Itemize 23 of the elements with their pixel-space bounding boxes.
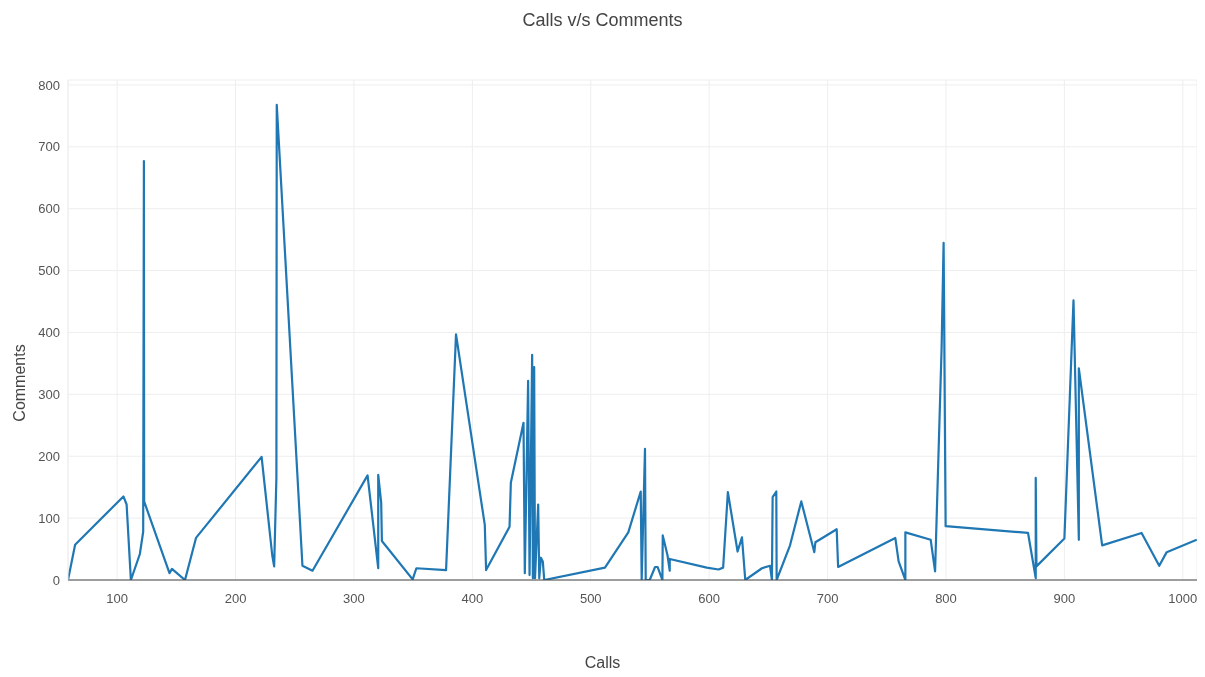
y-tick-label: 300 [38,386,60,402]
y-tick-label: 600 [38,201,60,217]
line-series [68,103,1197,580]
y-tick-label: 200 [38,448,60,464]
x-tick-label: 700 [816,591,839,607]
x-tick-label: 800 [935,591,957,607]
y-axis-title: Comments [11,344,29,422]
x-tick-label: 500 [579,591,602,607]
x-tick-label: 200 [224,591,247,607]
x-tick-label: 900 [1053,591,1076,607]
x-tick-label: 300 [343,591,365,607]
y-tick-label: 400 [38,325,60,341]
x-tick-label: 600 [698,591,721,607]
x-tick-label: 1000 [1168,591,1198,607]
y-tick-label: 700 [38,139,60,155]
y-tick-label: 800 [38,77,60,93]
x-tick-label: 400 [461,591,484,607]
x-axis-title: Calls [583,654,622,672]
y-tick-label: 0 [52,572,60,588]
y-tick-label: 100 [38,510,60,526]
chart-title: Calls v/s Comments [521,10,684,31]
y-tick-label: 500 [38,263,60,279]
x-tick-label: 100 [106,591,128,607]
